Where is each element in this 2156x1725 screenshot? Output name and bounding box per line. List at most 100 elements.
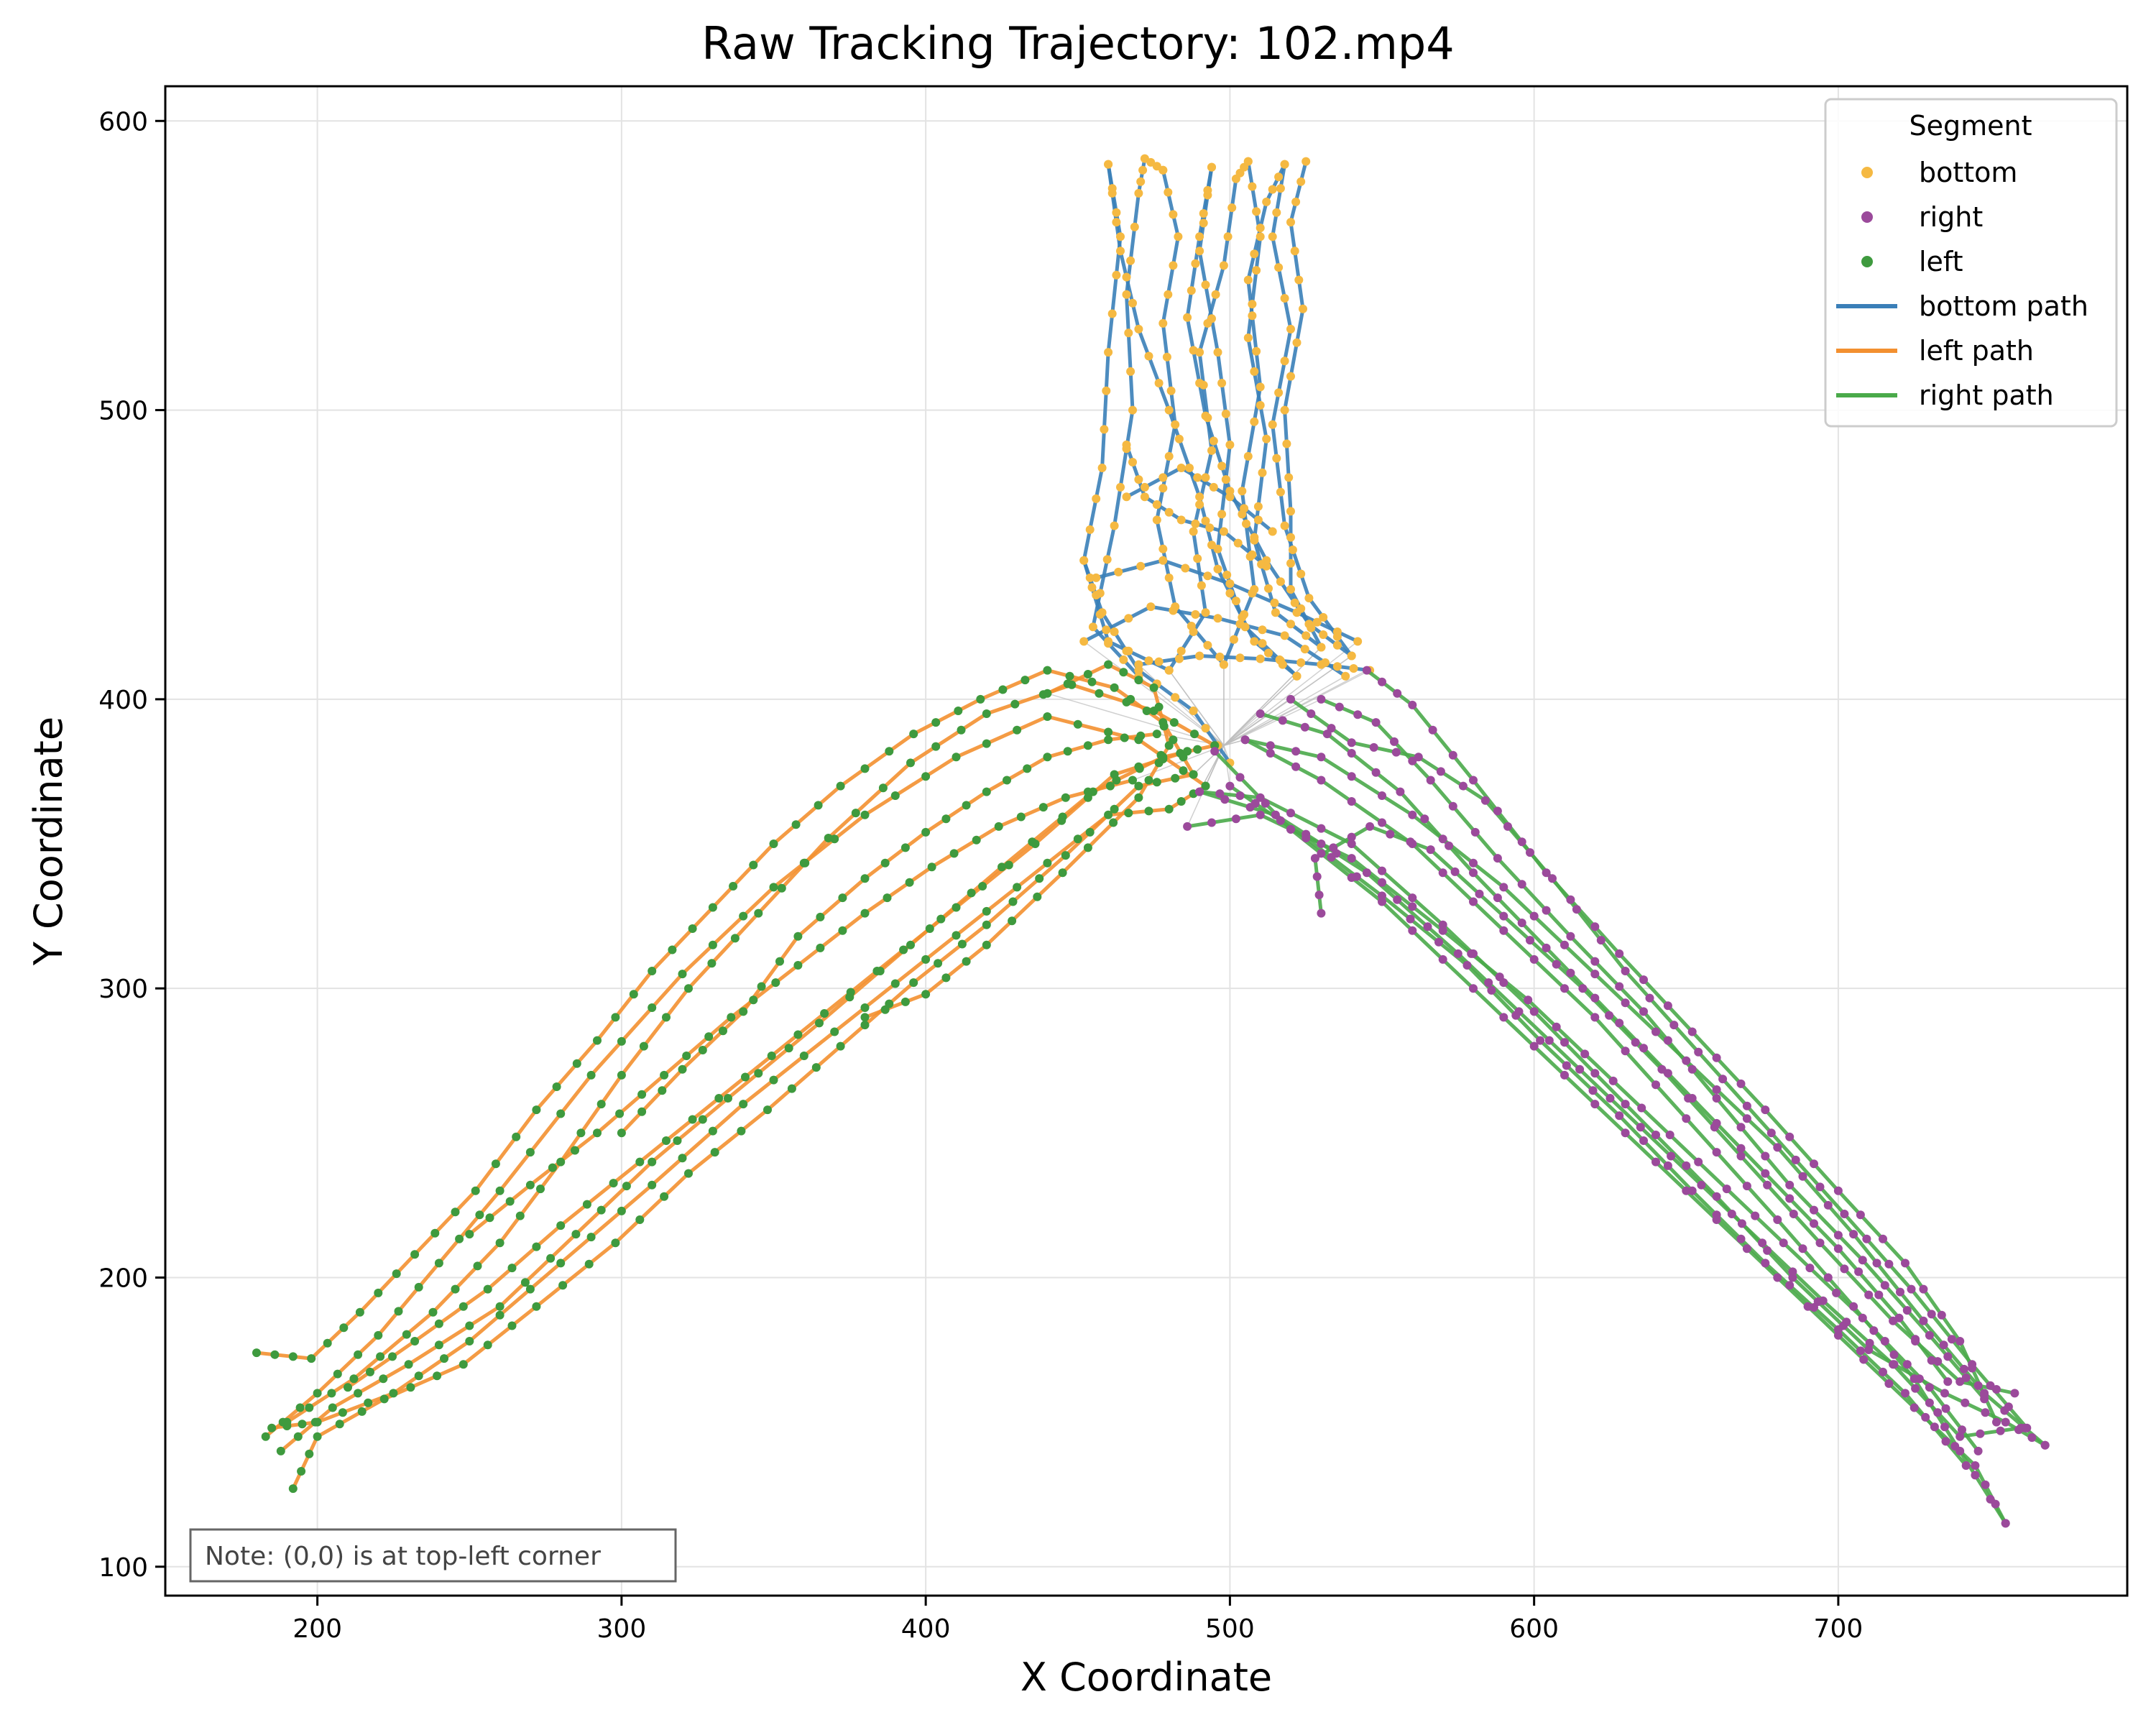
track-point — [872, 967, 882, 975]
track-point — [1981, 1408, 1990, 1417]
track-point — [327, 1389, 336, 1398]
track-point — [1856, 1346, 1865, 1356]
track-point — [1300, 722, 1309, 732]
track-point — [1840, 1264, 1849, 1274]
track-point — [282, 1417, 292, 1427]
track-point — [1119, 655, 1128, 664]
track-point — [1126, 367, 1135, 376]
track-point — [982, 920, 991, 929]
track-point — [1154, 702, 1164, 712]
track-point — [1347, 772, 1356, 781]
track-point — [1238, 612, 1247, 622]
track-point — [952, 753, 961, 762]
track-point — [1193, 554, 1202, 564]
track-point — [1884, 1259, 1894, 1269]
track-point — [1144, 656, 1153, 666]
track-point — [936, 914, 946, 924]
track-point — [276, 1446, 285, 1455]
track-point — [1193, 745, 1202, 754]
track-point — [1220, 795, 1230, 804]
track-point — [1258, 468, 1267, 477]
legend-entries: bottom right left bottom path left path right… — [1836, 157, 2088, 411]
chart-title: Raw Tracking Trajectory: 102.mp4 — [701, 17, 1454, 70]
track-point — [1016, 812, 1026, 822]
track-point — [1250, 417, 1259, 426]
track-point — [1008, 897, 1018, 906]
track-point — [1955, 1337, 1965, 1346]
track-point — [307, 1354, 316, 1363]
track-point — [1215, 789, 1225, 799]
track-point — [1116, 482, 1125, 492]
track-point — [1854, 1267, 1864, 1276]
track-point — [1262, 197, 1271, 206]
track-point — [1396, 787, 1405, 796]
track-point — [1606, 1094, 1615, 1103]
track-point — [1503, 822, 1512, 831]
track-point — [1065, 671, 1074, 681]
track-point — [1221, 409, 1230, 418]
track-point — [1169, 210, 1178, 219]
track-point — [1195, 247, 1204, 256]
track-point — [1253, 515, 1263, 525]
track-point — [1615, 982, 1624, 991]
track-point — [475, 1210, 484, 1220]
track-point — [1286, 372, 1295, 381]
track-point — [1240, 735, 1250, 745]
track-point — [1122, 440, 1131, 449]
track-point — [1310, 854, 1319, 863]
track-point — [1980, 1391, 1989, 1400]
track-point — [1901, 1259, 1909, 1268]
track-point — [1940, 1389, 1949, 1398]
track-point — [1302, 157, 1311, 166]
track-point — [1211, 290, 1220, 299]
track-point — [576, 1128, 586, 1138]
track-point — [1608, 1076, 1618, 1085]
track-point — [1499, 1013, 1508, 1022]
track-point — [2004, 1402, 2013, 1412]
track-point — [1095, 689, 1104, 698]
track-point — [719, 1026, 727, 1036]
track-point — [1286, 824, 1295, 834]
track-point — [339, 1323, 349, 1333]
track-point — [635, 1215, 645, 1224]
track-point — [754, 908, 763, 918]
y-tick-label: 600 — [98, 107, 148, 137]
track-point — [305, 1403, 314, 1412]
track-point — [1955, 1377, 1965, 1386]
track-point — [724, 1094, 732, 1103]
series-0 — [1079, 154, 1375, 768]
track-point — [1286, 585, 1295, 594]
track-point — [1651, 1131, 1660, 1139]
track-point — [1217, 461, 1227, 471]
track-point — [1164, 290, 1173, 299]
track-point — [1154, 657, 1164, 666]
track-point — [1919, 1316, 1928, 1325]
track-point — [909, 978, 918, 988]
track-point — [558, 1281, 568, 1290]
track-point — [976, 694, 985, 704]
track-point — [1253, 502, 1263, 511]
track-point — [1104, 810, 1113, 819]
track-point — [1687, 1027, 1697, 1036]
track-point — [1347, 832, 1356, 842]
track-point — [900, 997, 910, 1006]
track-point — [816, 943, 825, 952]
track-point — [1590, 1100, 1600, 1109]
track-point — [1203, 640, 1212, 650]
track-point — [1164, 451, 1174, 461]
track-point — [1605, 1011, 1614, 1020]
track-point — [1256, 232, 1265, 242]
track-point — [1560, 1070, 1569, 1080]
track-point — [1578, 984, 1588, 993]
track-point — [1773, 1215, 1782, 1224]
track-point — [1856, 1210, 1865, 1220]
track-point — [1785, 1281, 1795, 1290]
track-point — [1152, 515, 1161, 525]
track-point — [465, 1321, 474, 1330]
track-point — [998, 685, 1008, 694]
track-point — [1469, 984, 1478, 993]
track-point — [1307, 623, 1316, 632]
track-point — [1548, 874, 1557, 883]
track-point — [941, 814, 951, 824]
